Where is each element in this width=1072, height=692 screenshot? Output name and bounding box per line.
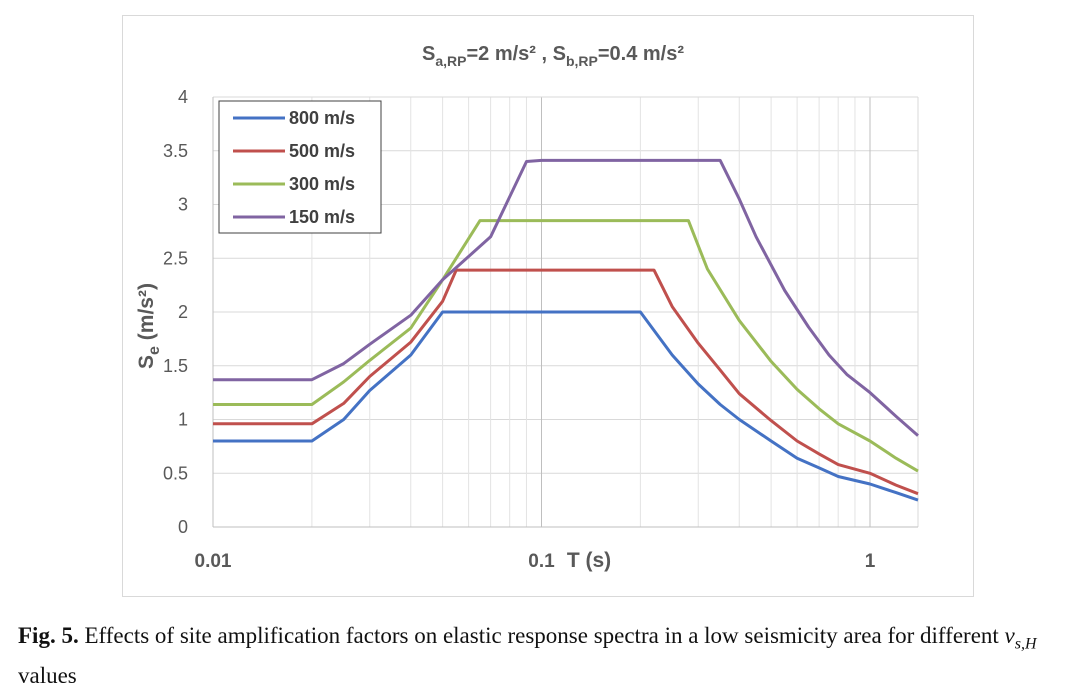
y-tick-label: 0.5: [163, 463, 188, 483]
y-tick-label: 3: [178, 195, 188, 215]
legend-label-3: 150 m/s: [289, 207, 355, 227]
y-tick-label: 1.5: [163, 356, 188, 376]
legend-label-1: 500 m/s: [289, 141, 355, 161]
y-tick-label: 1: [178, 410, 188, 430]
caption-var-sub: s,H: [1014, 635, 1037, 653]
series-line-2: [213, 219, 919, 473]
legend-label-0: 800 m/s: [289, 108, 355, 128]
title-b-main: S: [553, 43, 566, 65]
x-tick-label: 0.1: [528, 551, 555, 572]
y-tick-label: 2: [178, 302, 188, 322]
title-a-rest: =2 m/s² ,: [466, 43, 552, 65]
y-tick-label: 4: [178, 87, 188, 107]
chart-title: Sa,RP=2 m/s² , Sb,RP=0.4 m/s²: [422, 43, 684, 69]
figure-caption: Fig. 5. Effects of site amplification fa…: [18, 620, 1058, 691]
y-label-main: S: [135, 355, 158, 369]
y-label-sub: e: [146, 346, 163, 355]
y-tick-label: 0: [178, 517, 188, 537]
title-a-sub: a,RP: [435, 53, 466, 69]
y-label-rest: (m/s²): [135, 283, 158, 346]
x-tick-label: 0.01: [195, 551, 232, 572]
tick-labels: 0 0.5 1 1.5 2 2.5 3 3.5 4 0.01 0.1 1: [163, 87, 876, 572]
caption-variable: vs,H: [1004, 623, 1037, 653]
axes: [212, 97, 918, 528]
chart-frame: Sa,RP=2 m/s² , Sb,RP=0.4 m/s² 0 0.5 1 1.5 2 2…: [122, 15, 974, 597]
legend-box: [218, 100, 382, 234]
x-tick-label: 1: [865, 551, 876, 572]
chart-svg: Sa,RP=2 m/s² , Sb,RP=0.4 m/s² 0 0.5 1 1.5 2 2…: [135, 43, 919, 572]
series-lines: [213, 158, 919, 502]
y-tick-label: 2.5: [163, 248, 188, 268]
y-axis-label: Se (m/s²): [135, 283, 163, 369]
series-line-1: [213, 268, 919, 496]
caption-text-after: values: [18, 662, 77, 688]
title-b-rest: =0.4 m/s²: [598, 43, 685, 65]
series-line-0: [213, 310, 919, 502]
title-a-main: S: [422, 43, 435, 65]
y-tick-label: 3.5: [163, 141, 188, 161]
caption-var-main: v: [1004, 623, 1015, 648]
x-axis-label: T (s): [567, 549, 611, 572]
caption-text: Effects of site amplification factors on…: [84, 623, 999, 648]
series-line-3: [213, 158, 919, 437]
legend: 800 m/s 500 m/s 300 m/s 150 m/s: [218, 100, 382, 234]
legend-label-2: 300 m/s: [289, 174, 355, 194]
title-b-sub: b,RP: [566, 53, 598, 69]
caption-label: Fig. 5.: [18, 623, 79, 648]
